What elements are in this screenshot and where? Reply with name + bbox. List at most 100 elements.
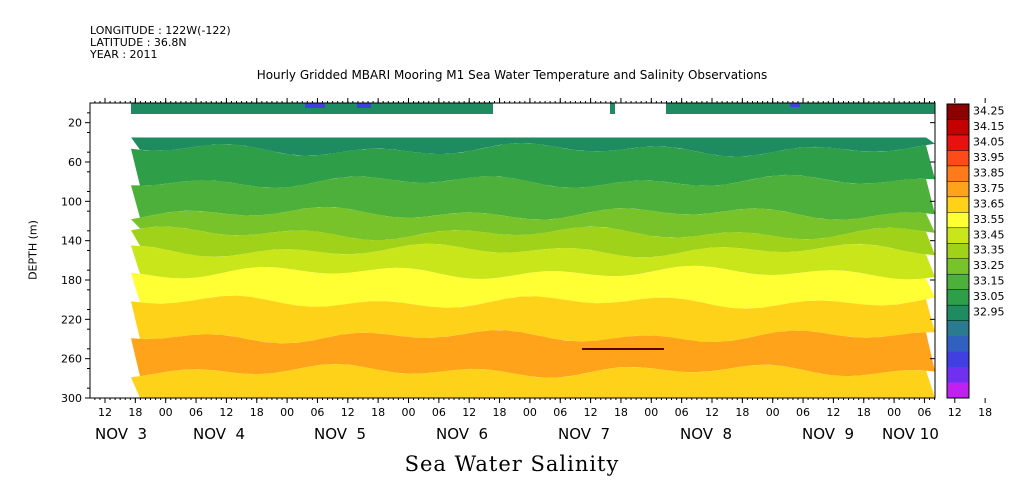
x-hour-label: 18 <box>735 406 749 419</box>
x-hour-label: 18 <box>614 406 628 419</box>
salinity-band <box>131 137 935 157</box>
y-tick-label: 300 <box>61 392 82 405</box>
x-hour-label: 12 <box>826 406 840 419</box>
x-day-label: NOV 6 <box>436 425 488 443</box>
x-hour-label: 06 <box>917 406 931 419</box>
x-day-label: NOV 5 <box>314 425 366 443</box>
surface-band-segment <box>666 103 935 114</box>
colorbar-label: 33.75 <box>973 182 1005 195</box>
x-axis-label: Sea Water Salinity <box>404 452 620 476</box>
x-hour-label: 18 <box>250 406 264 419</box>
salinity-bands <box>90 103 935 398</box>
x-hour-label: 12 <box>98 406 112 419</box>
colorbar-swatch <box>947 367 969 384</box>
colorbar-swatch <box>947 165 969 182</box>
salinity-band <box>131 143 935 188</box>
x-hour-label: 06 <box>189 406 203 419</box>
year-label: YEAR : 2011 <box>90 48 158 61</box>
x-hour-label: 06 <box>675 406 689 419</box>
surface-low-salinity-patch <box>790 103 800 107</box>
salinity-band <box>131 364 935 398</box>
x-hour-label: 18 <box>371 406 385 419</box>
colorbar-swatch <box>947 258 969 275</box>
y-tick-label: 220 <box>61 313 82 326</box>
x-hour-label: 06 <box>796 406 810 419</box>
x-hour-label: 18 <box>493 406 507 419</box>
colorbar-label: 33.85 <box>973 166 1005 179</box>
surface-band-segment <box>131 103 493 114</box>
colorbar-label: 33.65 <box>973 197 1005 210</box>
colorbar-swatch <box>947 351 969 368</box>
salinity-band <box>131 174 935 220</box>
x-hour-label: 00 <box>887 406 901 419</box>
surface-low-salinity-patch <box>305 103 325 108</box>
y-tick-label: 100 <box>61 195 82 208</box>
y-tick-label: 60 <box>68 156 82 169</box>
x-hour-label: 00 <box>766 406 780 419</box>
y-axis-ticks: 20 60 100 140 180 220 260 300 <box>61 112 935 405</box>
x-hour-label: 18 <box>857 406 871 419</box>
surface-low-salinity-patch <box>357 103 371 108</box>
x-hour-label: 12 <box>462 406 476 419</box>
salinity-band <box>131 226 935 258</box>
surface-band-segment <box>610 103 615 114</box>
colorbar-swatch <box>947 320 969 337</box>
colorbar-label: 33.15 <box>973 275 1005 288</box>
colorbar-swatch <box>947 150 969 167</box>
x-hour-label: 06 <box>553 406 567 419</box>
colorbar-swatch <box>947 119 969 136</box>
salinity-band <box>131 330 935 378</box>
x-day-label: NOV 8 <box>680 425 732 443</box>
y-tick-label: 140 <box>61 235 82 248</box>
colorbar-label: 33.45 <box>973 228 1005 241</box>
y-tick-label: 260 <box>61 353 82 366</box>
x-day-label: NOV 10 <box>882 425 939 443</box>
x-hour-label: 12 <box>584 406 598 419</box>
x-hour-label: 06 <box>310 406 324 419</box>
y-tick-label: 20 <box>68 117 82 130</box>
x-day-label: NOV 7 <box>558 425 610 443</box>
colorbar-label: 34.05 <box>973 135 1005 148</box>
salinity-band <box>131 265 935 309</box>
colorbar-swatch <box>947 104 969 120</box>
colorbar-swatch <box>947 274 969 291</box>
colorbar-swatch <box>947 243 969 260</box>
colorbar-label: 34.15 <box>973 120 1005 133</box>
x-day-label: NOV 4 <box>193 425 245 443</box>
colorbar-label: 33.35 <box>973 244 1005 257</box>
x-hour-label: 00 <box>402 406 416 419</box>
colorbar-swatch <box>947 305 969 322</box>
colorbar-swatch <box>947 196 969 213</box>
x-hour-label: 00 <box>159 406 173 419</box>
colorbar-label: 33.25 <box>973 259 1005 272</box>
x-hour-label: 06 <box>432 406 446 419</box>
x-day-label: NOV 9 <box>802 425 854 443</box>
x-hour-label: 00 <box>644 406 658 419</box>
colorbar-label: 34.25 <box>973 104 1005 117</box>
salinity-band <box>131 206 935 241</box>
colorbar-swatch <box>947 134 969 151</box>
x-hour-label: 12 <box>705 406 719 419</box>
colorbar: 34.25 34.15 34.05 33.95 33.85 33.75 33.65 33.55… <box>946 103 1005 399</box>
colorbar-label: 33.95 <box>973 151 1005 164</box>
x-hour-label: 00 <box>523 406 537 419</box>
colorbar-label: 33.05 <box>973 290 1005 303</box>
x-day-label: NOV 3 <box>95 425 147 443</box>
colorbar-frame <box>946 103 970 399</box>
x-hour-label: 00 <box>280 406 294 419</box>
chart-title: Hourly Gridded MBARI Mooring M1 Sea Wate… <box>256 68 768 82</box>
colorbar-swatch <box>947 227 969 244</box>
x-hour-label: 18 <box>128 406 142 419</box>
longitude-label: LONGITUDE : 122W(-122) <box>90 24 231 37</box>
salinity-band <box>131 243 935 280</box>
salinity-band <box>131 295 935 344</box>
latitude-label: LATITUDE : 36.8N <box>90 36 187 49</box>
colorbar-swatch <box>947 181 969 198</box>
x-hour-label: 12 <box>219 406 233 419</box>
colorbar-swatch <box>947 382 969 399</box>
colorbar-label: 32.95 <box>973 306 1005 319</box>
x-hour-label: 12 <box>948 406 962 419</box>
plot-area <box>90 103 935 398</box>
colorbar-label: 33.55 <box>973 213 1005 226</box>
